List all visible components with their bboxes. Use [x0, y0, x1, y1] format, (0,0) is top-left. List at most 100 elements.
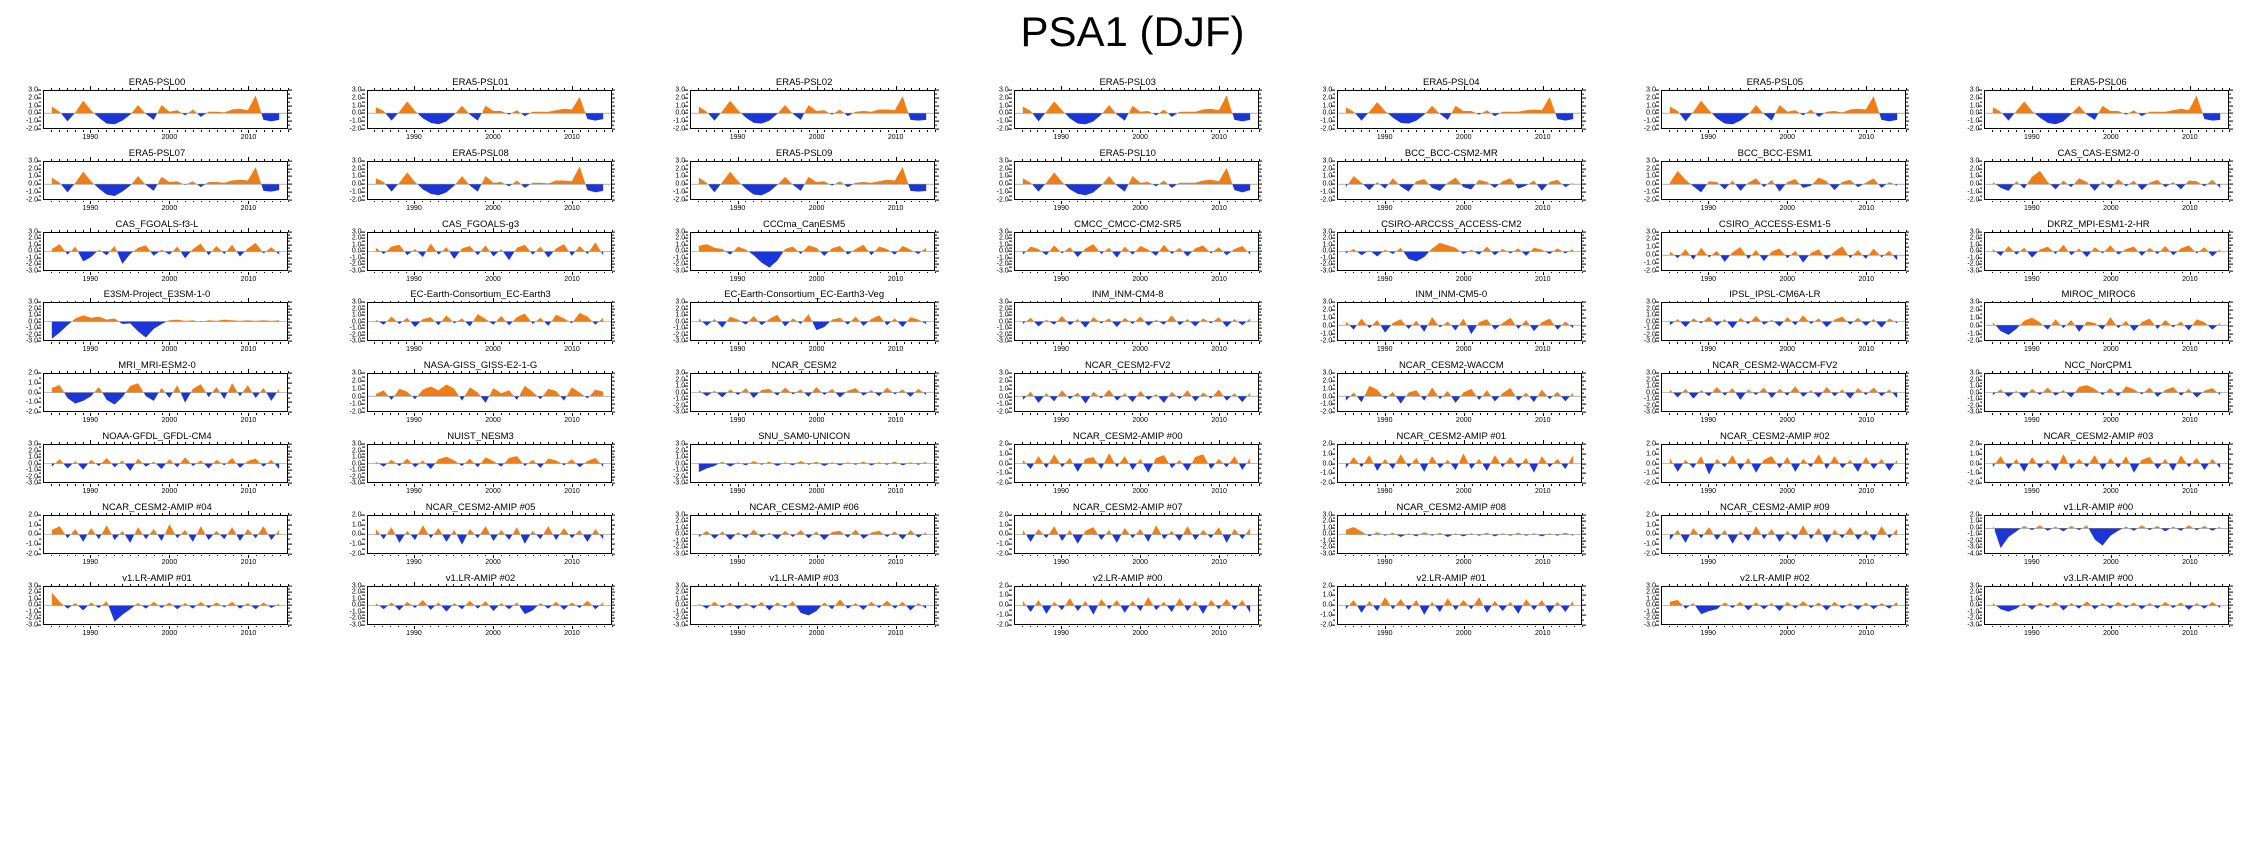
y-minor-tick-mark: [1980, 254, 1983, 255]
x-minor-tick: [1456, 272, 1457, 274]
x-minor-tick: [2063, 130, 2064, 132]
x-minor-tick: [1053, 413, 1054, 415]
x-tick-label: 1990: [1053, 346, 1069, 354]
x-minor-tick: [1045, 272, 1046, 274]
positive-anomaly-area: [575, 246, 585, 252]
negative-anomaly-area: [1356, 113, 1369, 120]
x-minor-tick: [785, 272, 786, 274]
x-minor-tick: [864, 201, 865, 203]
positive-anomaly-area: [1413, 458, 1421, 464]
y-minor-tick-mark: [1656, 125, 1659, 126]
positive-anomaly-area: [1073, 393, 1080, 397]
y-tick-mark: [1008, 412, 1012, 413]
subplot-panel: BCC_BCC-ESM1 3.0 2.0 1.0 0.0 -1.0 -2.0 1990 2000…: [1625, 150, 1925, 214]
x-minor-tick: [769, 484, 770, 486]
negative-anomaly-area: [449, 251, 460, 258]
negative-anomaly-area: [1153, 184, 1159, 186]
negative-anomaly-area: [1407, 464, 1413, 468]
negative-anomaly-area: [1182, 464, 1192, 471]
subplot-panel: NCAR_CESM2-AMIP #00 2.0 1.0 0.0 -1.0 -2.0 1990…: [978, 433, 1278, 497]
positive-anomaly-area: [119, 460, 125, 463]
x-tick-label: 2000: [1456, 488, 1472, 496]
x-minor-tick: [777, 272, 778, 274]
y-right-minor-tick-mark: [612, 267, 614, 268]
positive-anomaly-area: [52, 244, 66, 251]
y-right-tick-mark: [935, 399, 939, 400]
negative-anomaly-area: [1831, 393, 1839, 397]
x-minor-tick: [1408, 342, 1409, 344]
x-minor-tick: [430, 201, 431, 203]
x-axis-labels: 1990 2000 2010: [1337, 342, 1582, 354]
x-major-tick: [2111, 413, 2112, 416]
x-tick-label: 1990: [406, 276, 422, 284]
x-tick-label: 1990: [83, 346, 99, 354]
x-minor-tick: [1898, 342, 1899, 344]
x-minor-tick: [1574, 272, 1575, 274]
x-minor-tick: [430, 484, 431, 486]
y-minor-tick-mark: [686, 396, 689, 397]
negative-anomaly-area: [1996, 184, 2015, 191]
y-minor-tick-mark: [362, 400, 365, 401]
x-top-minor-tick: [935, 442, 936, 444]
y-tick-mark: [1655, 262, 1659, 263]
y-right-minor-tick-mark: [1906, 93, 1908, 94]
positive-anomaly-area: [2149, 180, 2163, 184]
x-minor-tick: [114, 201, 115, 203]
y-axis-labels: 3.0 2.0 1.0 0.0 -1.0 -2.0: [1301, 161, 1335, 200]
y-tick-mark: [684, 121, 688, 122]
positive-anomaly-area: [869, 316, 885, 322]
negative-anomaly-area: [198, 184, 206, 187]
positive-anomaly-area: [2043, 388, 2053, 393]
y-tick-mark: [37, 264, 41, 265]
x-minor-tick: [1045, 413, 1046, 415]
y-right-minor-tick-mark: [1906, 325, 1908, 326]
y-minor-tick-mark: [1980, 389, 1983, 390]
negative-anomaly-area: [119, 322, 167, 338]
positive-anomaly-area: [213, 246, 223, 252]
y-tick-mark: [684, 373, 688, 374]
y-right-tick-mark: [288, 168, 292, 169]
x-minor-tick: [730, 413, 731, 415]
x-tick-label: 2000: [809, 488, 825, 496]
x-minor-tick: [374, 413, 375, 415]
x-minor-tick: [2119, 272, 2120, 274]
x-minor-tick: [1851, 342, 1852, 344]
positive-anomaly-area: [1026, 246, 1042, 251]
x-tick-label: 1990: [406, 134, 422, 142]
x-minor-tick: [1835, 342, 1836, 344]
y-right-tick-mark: [2229, 318, 2233, 319]
x-minor-tick: [1495, 201, 1496, 203]
x-tick-label: 1990: [730, 276, 746, 284]
x-minor-tick: [1692, 342, 1693, 344]
y-minor-tick-mark: [1333, 321, 1336, 322]
positive-anomaly-area: [1044, 393, 1049, 396]
x-tick-label: 1990: [1700, 276, 1716, 284]
positive-anomaly-area: [1522, 458, 1529, 464]
y-minor-tick-mark: [362, 338, 365, 339]
negative-anomaly-area: [1721, 255, 1731, 262]
y-tick-mark: [1978, 231, 1982, 232]
y-tick-mark: [361, 341, 365, 342]
x-minor-tick: [856, 342, 857, 344]
positive-anomaly-area: [2092, 247, 2101, 251]
subplot-panel: ERA5-PSL02 3.0 2.0 1.0 0.0 -1.0 -2.0 1990 2000 20…: [654, 79, 954, 143]
x-minor-tick: [745, 272, 746, 274]
x-axis-labels: 1990 2000 2010: [367, 342, 612, 354]
positive-anomaly-area: [1993, 107, 2003, 113]
x-minor-tick: [2103, 130, 2104, 132]
x-minor-tick: [888, 413, 889, 415]
y-minor-tick-mark: [1980, 402, 1983, 403]
subplot-panel: INM_INM-CM4-8 3.0 2.0 1.0 0.0 -1.0 -2.0 -3.0 199…: [978, 291, 1278, 355]
y-tick-mark: [361, 463, 365, 464]
plot-area: [1661, 90, 1906, 129]
x-minor-tick: [2127, 201, 2128, 203]
positive-anomaly-area: [166, 459, 174, 463]
x-minor-tick: [1551, 201, 1552, 203]
y-tick-mark: [37, 392, 41, 393]
x-minor-tick: [1259, 130, 1260, 132]
positive-anomaly-area: [1786, 179, 1800, 184]
x-minor-tick: [1227, 201, 1228, 203]
positive-anomaly-area: [1445, 460, 1451, 464]
y-right-tick-mark: [612, 328, 616, 329]
negative-anomaly-area: [1824, 255, 1832, 259]
